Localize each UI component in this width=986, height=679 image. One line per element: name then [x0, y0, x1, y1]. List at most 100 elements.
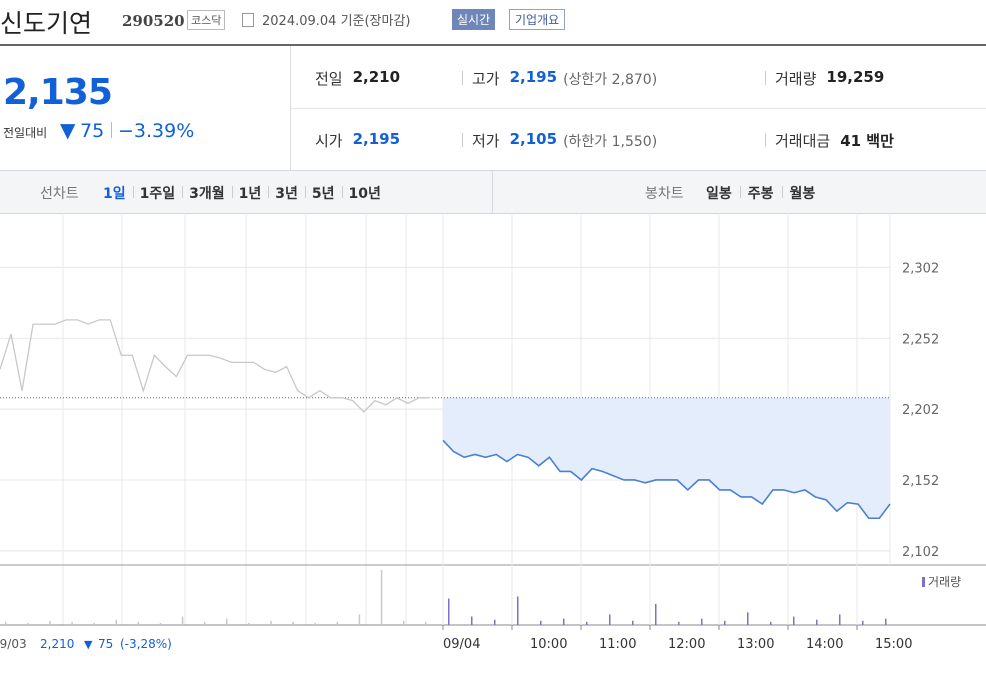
x-tick-label: 11:00: [599, 637, 636, 652]
volume-bar: [471, 616, 473, 625]
separator: [765, 71, 766, 85]
volume-bar: [137, 621, 140, 625]
volume-bar: [448, 598, 450, 625]
realtime-button[interactable]: 실시간: [452, 9, 496, 30]
volume-bar: [336, 621, 339, 625]
x-tick-label: 15:00: [875, 637, 912, 652]
y-tick-label: 2,252: [902, 332, 939, 347]
company-dropdown[interactable]: 기업개요: [509, 9, 566, 30]
price-line: [0, 319, 430, 413]
volume-bar: [862, 620, 864, 625]
volume-bar: [181, 616, 184, 625]
volume-bar: [93, 622, 95, 625]
stock-code: 290520: [122, 12, 185, 30]
candle-option[interactable]: 월봉: [789, 186, 816, 202]
stat-value: 41 백만: [840, 132, 894, 150]
y-tick-label: 2,102: [902, 545, 939, 560]
separator: [341, 186, 343, 198]
period-option[interactable]: 3년: [275, 186, 298, 202]
volume-bar: [724, 620, 726, 625]
period-bar: [0, 170, 986, 214]
separator: [739, 186, 741, 198]
period-option[interactable]: 1년: [238, 186, 262, 202]
volume-bar: [678, 621, 680, 625]
stat-label: 거래량: [775, 70, 817, 88]
price: 2,135: [3, 72, 113, 113]
stat-label: 고가: [472, 70, 500, 88]
prev-price: 2,210: [40, 637, 74, 651]
x-tick-label: 09/04: [443, 637, 480, 652]
volume-bar: [655, 603, 657, 625]
x-tick-label: 14:00: [806, 637, 843, 652]
separator: [231, 186, 233, 198]
volume-bar: [609, 614, 611, 625]
stat-label: 저가: [472, 132, 500, 150]
separator: [462, 133, 463, 147]
volume-bar: [115, 619, 118, 625]
period-divider: [492, 171, 493, 213]
volume-bar: [5, 621, 7, 625]
header-rule: [0, 44, 986, 46]
volume-bar: [248, 622, 250, 625]
period-option[interactable]: 1일: [103, 186, 126, 202]
stat-label: 거래대금: [775, 132, 831, 150]
stat-value: 2,195: [509, 68, 558, 86]
calendar-icon: [242, 13, 254, 27]
candle-option[interactable]: 일봉: [706, 186, 732, 202]
volume-bar: [292, 621, 294, 625]
separator: [781, 186, 783, 198]
quote-box: [0, 46, 291, 170]
volume-bar: [747, 612, 749, 625]
volume-bar: [494, 619, 496, 625]
volume-bar: [159, 622, 162, 625]
stat-value: 2,210: [352, 68, 401, 86]
period-option[interactable]: 3개월: [189, 186, 225, 202]
stat-note: (상한가 2,870): [563, 72, 658, 88]
volume-bar: [517, 596, 519, 625]
x-tick-label: 12:00: [668, 637, 705, 652]
price-line: [442, 439, 891, 520]
y-tick-label: 2,302: [902, 261, 939, 276]
volume-bar: [701, 618, 703, 625]
prev-rate: (-3,28%): [120, 637, 172, 651]
stat-value: 2,195: [352, 130, 401, 148]
volume-bar: [358, 614, 361, 625]
period-option[interactable]: 5년: [311, 186, 335, 202]
period-option[interactable]: 10년: [348, 186, 381, 202]
volume-bar: [71, 621, 73, 625]
candle-option[interactable]: 주봉: [747, 186, 774, 202]
line-chart-label: 선차트: [40, 186, 79, 202]
change-label: 전일대비: [3, 126, 48, 140]
prev-grid: [62, 215, 407, 625]
volume-bar: [203, 621, 206, 625]
volume-bar: [226, 618, 228, 625]
x-tick-label: 10:00: [530, 637, 567, 652]
volume-bar: [314, 622, 316, 625]
date: 2024.09.04 기준(장마감): [262, 14, 411, 29]
separator: [182, 186, 184, 198]
area-fill: [443, 397, 890, 519]
candle-chart-label: 봉차트: [645, 186, 684, 202]
separator: [304, 186, 306, 198]
x-tick-label: 13:00: [737, 637, 774, 652]
stock-name: 신도기연: [0, 9, 93, 38]
volume-bar: [632, 620, 634, 625]
stat-note: (하한가 1,550): [563, 134, 658, 150]
volume-bar: [885, 618, 887, 625]
market-badge: 코스닥: [187, 10, 226, 30]
stat-value: 2,105: [509, 130, 558, 148]
volume-bar: [49, 620, 51, 625]
separator: [765, 133, 766, 147]
prev-date: 09/03: [0, 637, 27, 651]
period-option[interactable]: 1주일: [139, 186, 176, 202]
row-rule: [291, 108, 986, 109]
stat-label: 시가: [315, 132, 343, 150]
volume-bar: [586, 621, 588, 625]
y-tick-label: 2,152: [902, 474, 939, 489]
separator: [462, 71, 463, 85]
separator: [111, 122, 112, 138]
prev-arrow: ▼: [84, 638, 93, 651]
volume-bar: [839, 614, 841, 625]
